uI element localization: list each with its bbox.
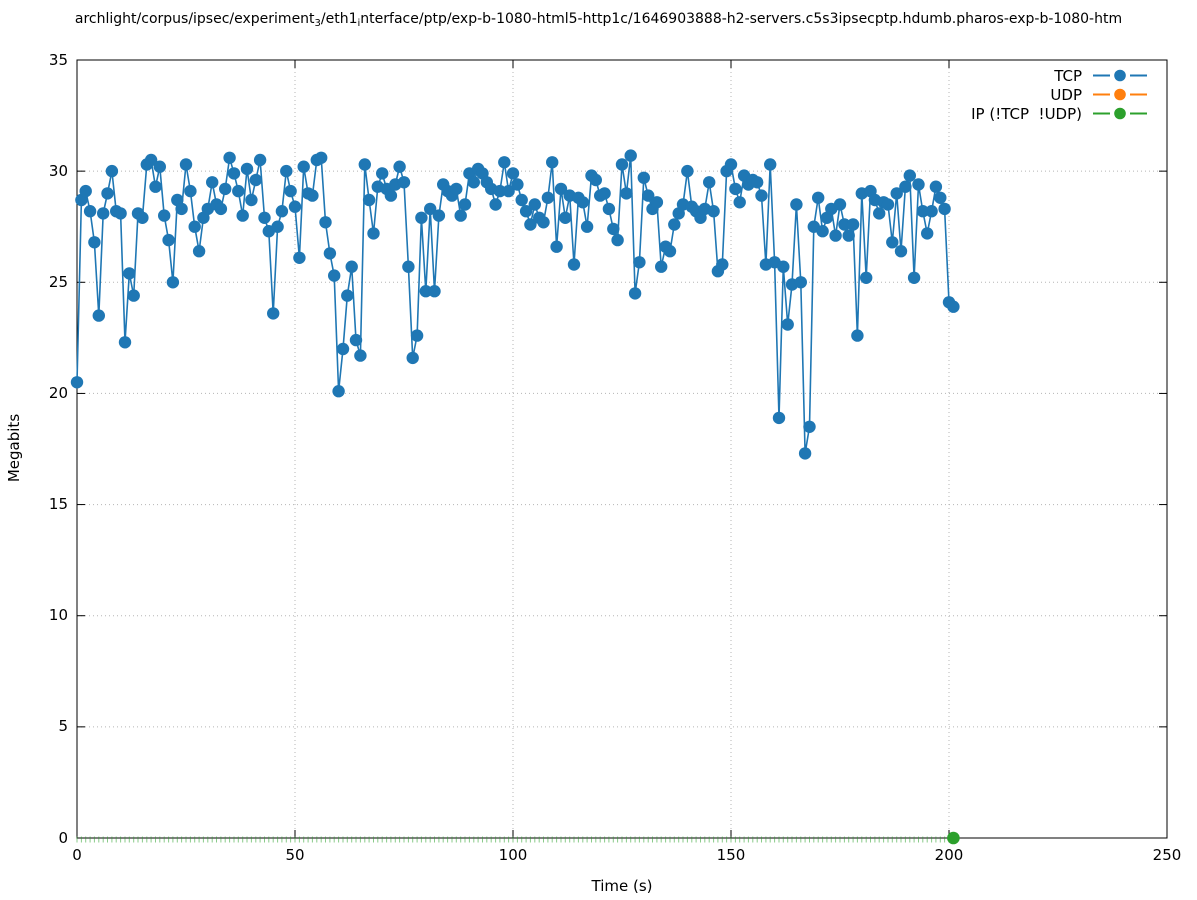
y-tick-label-35: 35 [48, 50, 68, 69]
legend-label-ip: IP (!TCP !UDP) [971, 104, 1082, 123]
y-tick-label-30: 30 [48, 161, 68, 180]
legend-entry-udp: UDP [971, 85, 1148, 104]
y-tick-label-10: 10 [48, 606, 68, 625]
y-tick-label-0: 0 [58, 828, 68, 847]
udp-line-dot-icon [1093, 88, 1147, 101]
x-tick-label-100: 100 [498, 846, 528, 864]
ip-line-dot-icon [1093, 107, 1147, 120]
x-tick-label-0: 0 [72, 846, 82, 864]
x-tick-label-50: 50 [285, 846, 305, 864]
x-tick-label-150: 150 [716, 846, 746, 864]
legend-label-tcp: TCP [1054, 66, 1082, 85]
tcp-line-dot-icon [1093, 69, 1147, 82]
y-axis-title: Megabits [5, 413, 23, 483]
legend-entry-tcp: TCP [971, 66, 1148, 85]
x-tick-label-200: 200 [934, 846, 964, 864]
legend-label-udp: UDP [1050, 85, 1082, 104]
x-tick-label-250: 250 [1152, 846, 1182, 864]
x-axis-title: Time (s) [591, 877, 653, 895]
y-tick-label-15: 15 [48, 495, 68, 514]
y-tick-label-25: 25 [48, 272, 68, 291]
y-tick-label-5: 5 [58, 717, 68, 736]
legend-entry-ip: IP (!TCP !UDP) [971, 104, 1148, 123]
y-tick-label-20: 20 [48, 383, 68, 402]
legend: TCP UDP IP (!TCP !UDP) [971, 66, 1148, 123]
chart-title: archlight/corpus/ipsec/experiment3/eth1i… [74, 11, 1123, 29]
